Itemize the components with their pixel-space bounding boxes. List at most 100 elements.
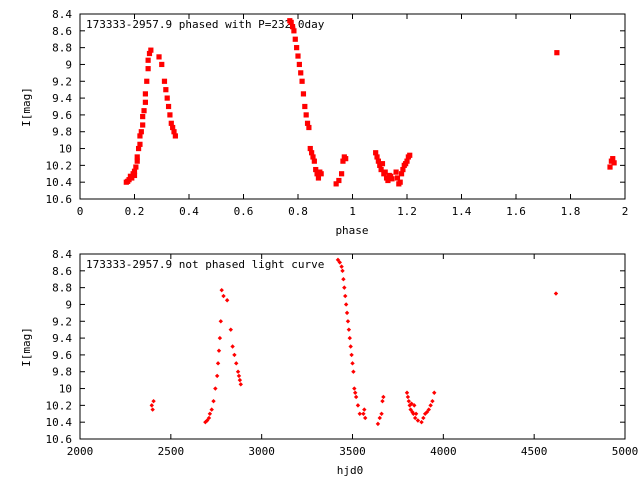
data-point [400, 166, 406, 173]
data-point [207, 411, 213, 416]
data-point [404, 158, 410, 164]
data-point [298, 70, 304, 76]
data-point [228, 327, 233, 332]
data-point [219, 287, 224, 293]
data-point [140, 113, 146, 120]
data-point [407, 152, 413, 158]
y-tick-label: 10.4 [46, 176, 73, 189]
data-point [238, 382, 243, 387]
data-point [218, 319, 223, 324]
data-point [129, 175, 135, 181]
y-axis-label-phased: I[mag] [20, 87, 33, 127]
data-point [398, 171, 405, 177]
data-point [377, 162, 383, 168]
y-tick-label: 9.4 [52, 92, 72, 105]
x-tick-label: 2000 [67, 445, 94, 458]
data-point [333, 181, 339, 187]
x-tick-label: 5000 [612, 445, 639, 458]
data-point [299, 78, 305, 84]
data-point [353, 390, 358, 395]
data-point [146, 50, 153, 57]
data-point [211, 398, 216, 404]
data-point [142, 91, 148, 97]
data-points-unphased [149, 257, 559, 427]
data-point [554, 50, 560, 56]
data-point [170, 124, 176, 131]
y-tick-label: 10 [59, 143, 72, 156]
data-point [342, 285, 347, 290]
y-tick-label: 9 [65, 298, 72, 311]
data-point [430, 398, 435, 404]
data-point [415, 418, 421, 423]
data-point [303, 112, 309, 118]
data-point [379, 161, 386, 167]
data-point [141, 108, 147, 114]
data-point [374, 154, 380, 160]
plot-frame-phased [79, 13, 626, 200]
data-point [291, 28, 297, 34]
data-point [140, 122, 146, 128]
data-point [215, 361, 221, 366]
data-point [337, 260, 342, 265]
data-point [350, 361, 355, 366]
unphased-light-curve-chart: 173333-2957.9 not phased light curve hjd… [20, 248, 638, 477]
data-point [294, 45, 300, 51]
data-point [168, 120, 174, 126]
data-point [172, 133, 178, 139]
data-point [340, 268, 345, 274]
y-tick-label: 9 [65, 58, 72, 71]
data-point [339, 171, 345, 177]
x-tick-label: 0 [77, 205, 84, 218]
data-point [289, 24, 296, 30]
data-point [145, 66, 151, 72]
x-tick-label: 0.8 [288, 205, 308, 218]
data-point [234, 361, 239, 366]
x-axis-label-unphased: hjd0 [337, 464, 364, 477]
data-point [349, 352, 354, 358]
y-tick-label: 9.6 [52, 109, 72, 122]
data-point [217, 335, 223, 341]
data-point [553, 291, 559, 296]
data-point [381, 394, 386, 400]
data-point [343, 302, 349, 307]
data-point [357, 411, 362, 416]
data-point [149, 403, 154, 408]
data-point [385, 177, 391, 184]
y-tick-label: 10.2 [46, 399, 73, 412]
data-point [165, 103, 172, 110]
x-tick-label: 3500 [339, 445, 366, 458]
data-point [164, 95, 170, 101]
data-point [311, 158, 317, 164]
data-point [343, 293, 348, 299]
data-point [171, 129, 177, 135]
data-point [209, 407, 214, 412]
data-point [126, 177, 132, 183]
data-point [296, 61, 302, 68]
x-tick-label: 1.2 [397, 205, 417, 218]
x-tick-label: 0.6 [234, 205, 254, 218]
data-point [295, 53, 301, 59]
data-point [148, 47, 154, 53]
y-tick-label: 10.6 [46, 433, 73, 446]
data-point [292, 36, 298, 42]
data-point [300, 91, 307, 97]
data-point [343, 156, 349, 162]
data-point [421, 415, 426, 421]
data-point [230, 344, 235, 349]
y-tick-label: 10.6 [46, 193, 73, 206]
data-point [156, 54, 162, 60]
data-point [133, 164, 139, 170]
data-point [167, 112, 173, 118]
data-point [345, 319, 351, 324]
data-point [611, 160, 617, 166]
data-point [412, 403, 417, 408]
y-tick-label: 9.2 [52, 75, 72, 88]
data-point [144, 78, 150, 84]
data-point [163, 87, 169, 93]
data-point [428, 403, 433, 408]
data-point [340, 158, 346, 164]
data-point [348, 344, 353, 349]
data-point [355, 403, 361, 408]
y-axis-label-unphased: I[mag] [20, 327, 33, 367]
data-point [134, 158, 140, 164]
